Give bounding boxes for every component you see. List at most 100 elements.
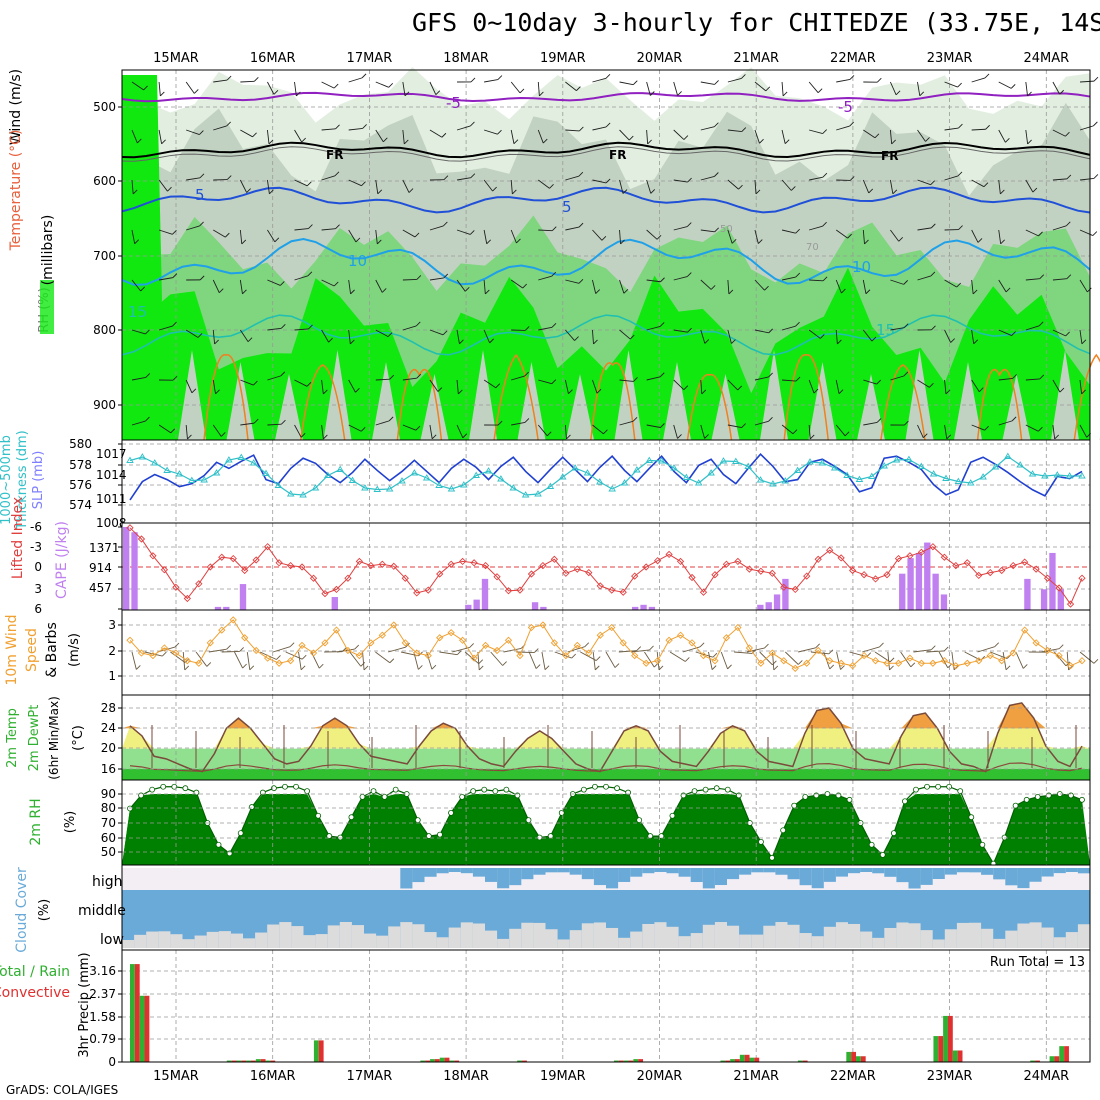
cloud-high-bar <box>727 868 740 880</box>
cloud-high-bar <box>1053 868 1066 874</box>
wind-barb-feather <box>497 75 503 80</box>
axis-label: Cloud Cover <box>14 867 30 953</box>
rh-marker <box>282 783 288 790</box>
wind-barb-feather <box>983 182 989 188</box>
wind-barb <box>240 80 255 83</box>
wind-barb <box>754 129 760 144</box>
x-date-label-bottom: 23MAR <box>927 1069 973 1084</box>
wind-barb <box>727 77 742 83</box>
wind-speed-marker <box>848 662 857 670</box>
wind-barb <box>246 651 251 670</box>
slp-marker <box>484 467 493 474</box>
wind-barb-feather <box>218 288 224 293</box>
wind-barb <box>402 229 416 238</box>
x-date-label-bottom: 20MAR <box>637 1069 683 1084</box>
rh-dry-pocket <box>905 350 934 440</box>
li-marker <box>1066 600 1075 608</box>
cloud-low-bar <box>448 927 461 948</box>
wind-barb <box>239 329 249 342</box>
cloud-high-bar <box>775 868 788 875</box>
li-marker <box>309 574 318 582</box>
cloud-low-bar <box>630 931 643 948</box>
wind-barb-feather <box>795 321 800 327</box>
wind-barb-feather <box>199 221 204 227</box>
cloud-low-bar <box>702 924 715 948</box>
wind-barb <box>810 651 829 655</box>
rh-marker <box>580 786 587 793</box>
cloud-high-bar <box>908 868 921 889</box>
wind-barb <box>564 424 567 439</box>
wind-barb <box>695 651 714 658</box>
precip-conv-bar <box>735 1059 740 1062</box>
x-date-label-bottom: 21MAR <box>733 1069 779 1084</box>
wind-barb-feather <box>226 75 232 81</box>
wind-barb-feather <box>958 225 963 230</box>
x-date-label-bottom: 19MAR <box>540 1069 586 1084</box>
slp-marker <box>497 475 505 482</box>
li-marker <box>264 543 272 551</box>
wind-barb-feather <box>1065 331 1070 337</box>
contour-label: -5 <box>446 94 461 112</box>
wind-barb <box>835 379 840 394</box>
cloud-high-bar <box>787 868 800 880</box>
wind-barb <box>754 179 757 194</box>
wind-barb-feather <box>1093 121 1098 127</box>
li-marker <box>527 570 536 578</box>
cloud-low-bar <box>291 926 304 948</box>
wind-barb-feather <box>382 137 388 143</box>
wind-barb-feather <box>199 275 205 281</box>
y-tick-label: 50 <box>101 845 116 859</box>
cloud-low-bar <box>739 934 752 948</box>
wind-barb-feather <box>524 418 530 423</box>
wind-barb-feather <box>226 644 231 650</box>
rh-marker <box>481 786 488 793</box>
wind-barb-feather <box>984 73 990 79</box>
wind-barb <box>682 646 701 653</box>
wind-barb-feather <box>594 665 600 671</box>
wind-barb <box>456 379 459 394</box>
wind-barb <box>240 129 253 138</box>
contour-label: 10 <box>348 252 367 270</box>
precip-conv-bar <box>618 1060 624 1062</box>
wind-barb-feather <box>214 339 219 345</box>
wind-barb <box>266 179 270 194</box>
precip-total-bar <box>1030 1060 1036 1062</box>
temp-contour <box>121 314 1091 356</box>
wind-barb-feather <box>759 138 764 144</box>
li-marker <box>940 553 948 561</box>
wind-barb-feather <box>172 229 177 235</box>
wind-barb-feather <box>1093 659 1099 664</box>
wind-barb-feather <box>254 77 259 82</box>
rh-dry-pocket <box>469 350 497 440</box>
wind-barb <box>375 329 389 337</box>
cloud-high-bar <box>739 868 752 875</box>
slp-marker <box>447 485 456 492</box>
cloud-high-bar <box>823 868 836 882</box>
wind-barb <box>429 379 439 392</box>
slp-marker <box>905 455 913 462</box>
cape-bar <box>632 606 639 610</box>
wind-barb <box>917 179 931 186</box>
wind-barb-feather <box>685 657 690 662</box>
wind-barb-feather <box>593 339 598 345</box>
wind-barb-feather <box>280 371 286 377</box>
wind-barb <box>619 379 634 382</box>
rh-dry-pocket <box>372 362 400 440</box>
wind-barb-feather <box>574 336 579 341</box>
wind-barb-feather <box>145 416 150 422</box>
wind-barb-feather <box>137 138 142 144</box>
rh-marker <box>315 812 322 819</box>
wind-barb <box>863 129 876 139</box>
wind-barb-feather <box>443 175 449 181</box>
rh-marker <box>536 834 543 841</box>
wind-barb <box>541 651 546 670</box>
wind-barb <box>213 125 227 131</box>
wind-barb-feather <box>533 648 539 653</box>
wind-barb <box>971 229 979 243</box>
precip-total-bar <box>420 1060 426 1062</box>
cloud-high-bar <box>1065 868 1078 873</box>
y-tick-label: 20 <box>101 741 116 755</box>
cloud-high-bar <box>581 868 594 880</box>
wind-barb <box>971 379 980 392</box>
rh-marker <box>470 788 477 794</box>
